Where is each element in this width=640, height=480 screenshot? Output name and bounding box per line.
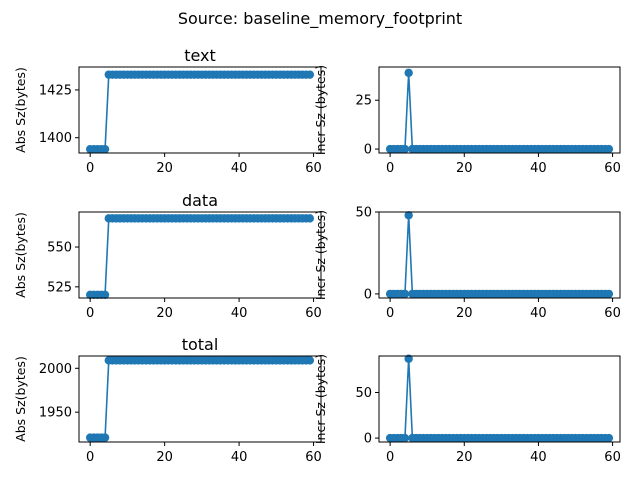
axes-frame	[78, 211, 322, 299]
y-axis-label: Abs Sz(bytes)	[13, 67, 28, 153]
subplot-3: 0 20 40 60 525 550 Abs Sz(bytes) data	[13, 191, 322, 321]
figure-title: Source: baseline_memory_footprint	[178, 9, 462, 29]
y-axis-label: Incr Sz (bytes)	[313, 354, 328, 444]
y-tick-label: 525	[47, 280, 72, 295]
y-tick-label: 1400	[39, 131, 72, 146]
data-point	[100, 433, 110, 442]
data-point	[305, 214, 315, 223]
x-tick-label: 0	[86, 450, 94, 465]
subplot-1: 0 20 40 60 1400 1425 Abs Sz(bytes) text	[13, 46, 322, 176]
x-tick-label: 60	[604, 306, 621, 321]
data-point	[400, 289, 410, 299]
y-tick-label: 50	[355, 386, 372, 401]
data-point	[400, 144, 410, 154]
data-point	[305, 70, 315, 79]
x-tick-label: 40	[231, 161, 248, 176]
data-point	[404, 354, 413, 363]
data-point	[604, 289, 614, 299]
x-tick-label: 20	[456, 161, 473, 176]
x-tick-label: 0	[386, 161, 394, 176]
x-tick-label: 20	[156, 161, 173, 176]
x-tick-label: 0	[86, 161, 94, 176]
x-tick-label: 40	[231, 306, 248, 321]
x-tick-label: 0	[86, 306, 94, 321]
data-point	[404, 211, 413, 220]
subplot-4: 0 20 40 60 0 50 Incr Sz (bytes)	[313, 206, 621, 322]
subplot-2: 0 20 40 60 0 25 Incr Sz (bytes)	[313, 65, 621, 176]
x-tick-label: 60	[305, 161, 322, 176]
data-point	[100, 290, 110, 300]
axes-frame	[78, 355, 322, 443]
x-tick-label: 0	[386, 306, 394, 321]
y-axis-label: Incr Sz (bytes)	[313, 65, 328, 155]
x-tick-label: 40	[231, 450, 248, 465]
y-tick-label: 0	[364, 432, 372, 447]
x-tick-label: 60	[604, 450, 621, 465]
subplot-title: data	[182, 191, 218, 210]
data-point	[404, 68, 413, 78]
x-tick-label: 20	[156, 450, 173, 465]
y-tick-label: 0	[364, 143, 372, 158]
x-tick-label: 20	[456, 306, 473, 321]
subplot-title: text	[184, 46, 216, 65]
x-tick-label: 20	[456, 450, 473, 465]
axes-frame	[378, 66, 621, 154]
data-point	[100, 144, 110, 154]
y-axis-label: Abs Sz(bytes)	[13, 356, 28, 442]
x-tick-label: 20	[156, 306, 173, 321]
subplot-6: 0 20 40 60 0 50 Incr Sz (bytes)	[313, 354, 621, 465]
y-axis-label: Abs Sz(bytes)	[13, 212, 28, 298]
subplot-title: total	[182, 335, 219, 354]
y-tick-label: 25	[355, 94, 372, 109]
y-tick-label: 0	[364, 287, 372, 302]
y-tick-label: 1950	[39, 406, 72, 421]
y-tick-label: 2000	[39, 362, 72, 377]
axes-frame	[378, 211, 621, 299]
x-tick-label: 40	[530, 161, 547, 176]
x-tick-label: 40	[530, 450, 547, 465]
axes-frame	[78, 66, 322, 154]
x-tick-label: 60	[604, 161, 621, 176]
data-point	[604, 144, 614, 154]
y-tick-label: 550	[47, 241, 72, 256]
y-tick-label: 1425	[39, 83, 72, 98]
axes-frame	[378, 355, 621, 443]
y-tick-label: 50	[355, 206, 372, 221]
x-tick-label: 0	[386, 450, 394, 465]
y-axis-label: Incr Sz (bytes)	[313, 210, 328, 300]
x-tick-label: 60	[305, 450, 322, 465]
data-point	[604, 433, 614, 443]
data-point	[305, 356, 315, 365]
data-point	[400, 433, 410, 443]
x-tick-label: 40	[530, 306, 547, 321]
x-tick-label: 60	[305, 306, 322, 321]
subplot-5: 0 20 40 60 1950 2000 Abs Sz(bytes) total	[13, 335, 322, 465]
